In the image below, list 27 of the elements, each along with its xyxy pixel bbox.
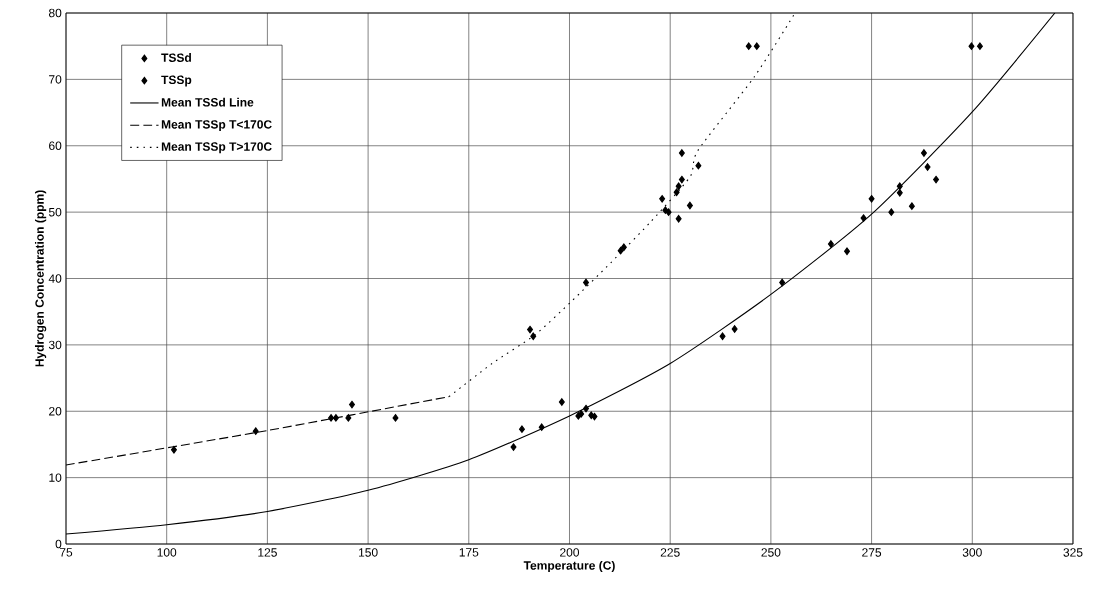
y-tick-label: 40 bbox=[48, 274, 62, 283]
legend-label: Mean TSSd Line bbox=[161, 97, 254, 107]
y-axis-title: Hydrogen Concentration (ppm) bbox=[34, 190, 47, 367]
y-tick-label: 60 bbox=[49, 141, 62, 151]
y-tick-label: 30 bbox=[48, 340, 62, 350]
x-tick-label: 275 bbox=[862, 548, 882, 557]
x-axis-title: Temperature (C) bbox=[523, 560, 615, 573]
x-tick-label: 175 bbox=[459, 548, 479, 557]
x-tick-label: 250 bbox=[761, 548, 781, 557]
legend-label: TSSd bbox=[161, 53, 191, 62]
y-tick-label: 20 bbox=[49, 407, 62, 416]
x-tick-label: 200 bbox=[560, 548, 580, 557]
x-tick-label: 75 bbox=[59, 548, 73, 557]
legend-label: Mean TSSp T<170C bbox=[161, 120, 272, 132]
legend-label: Mean TSSp T>170C bbox=[161, 142, 272, 154]
x-tick-label: 100 bbox=[157, 548, 177, 557]
x-tick-label: 125 bbox=[258, 548, 277, 557]
x-tick-label: 150 bbox=[359, 548, 378, 557]
y-tick-label: 0 bbox=[55, 539, 62, 549]
x-tick-label: 325 bbox=[1063, 548, 1083, 557]
y-tick-label: 70 bbox=[49, 75, 62, 84]
y-tick-label: 10 bbox=[49, 473, 62, 482]
y-tick-label: 80 bbox=[48, 8, 62, 18]
y-tick-label: 50 bbox=[48, 207, 62, 217]
x-tick-label: 300 bbox=[962, 548, 982, 557]
x-tick-label: 225 bbox=[660, 548, 680, 557]
legend-label: TSSp bbox=[161, 75, 192, 87]
